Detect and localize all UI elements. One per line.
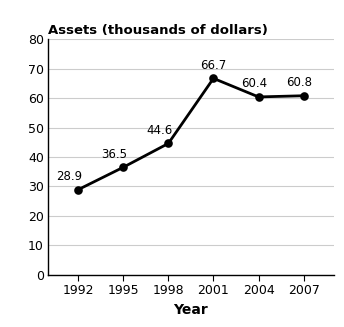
Text: 28.9: 28.9 — [56, 170, 82, 183]
Text: 60.8: 60.8 — [286, 76, 312, 89]
Text: 44.6: 44.6 — [146, 124, 172, 137]
Text: Assets (thousands of dollars): Assets (thousands of dollars) — [48, 24, 268, 37]
Text: 36.5: 36.5 — [101, 148, 127, 161]
Text: 60.4: 60.4 — [241, 77, 267, 91]
X-axis label: Year: Year — [173, 303, 208, 317]
Text: 66.7: 66.7 — [200, 59, 227, 72]
